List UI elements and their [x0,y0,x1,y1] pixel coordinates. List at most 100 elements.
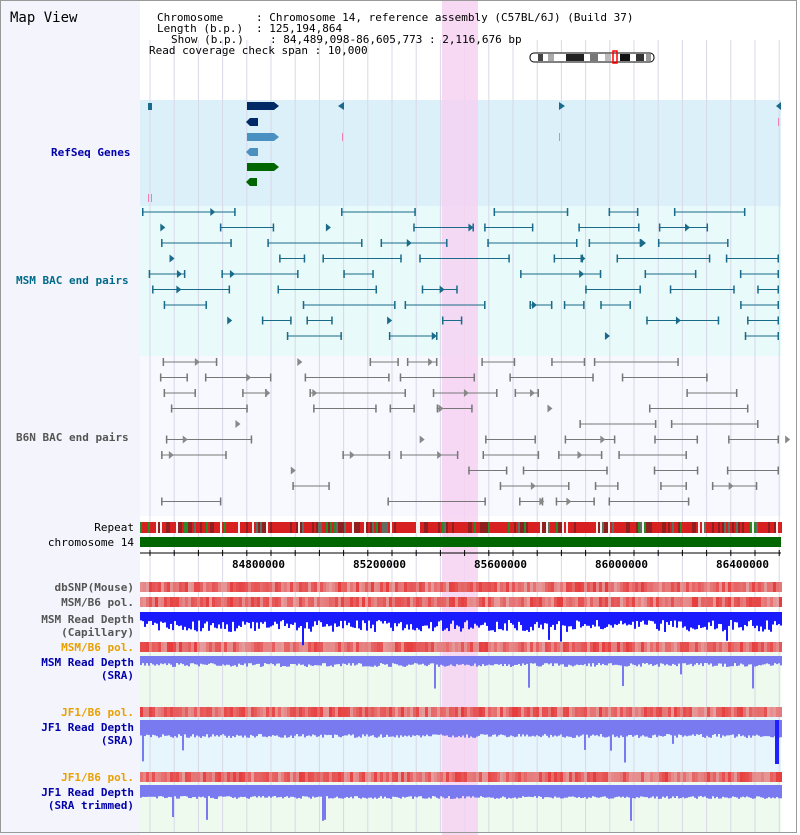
track-label-msm-depth-sra[interactable]: MSM Read Depth [41,656,134,669]
track-label-refseq[interactable]: RefSeq Genes [51,146,131,159]
track-label-jf1-b6-pol-1[interactable]: JF1/B6 pol. [61,706,134,719]
track-label-msm-depth-capillary[interactable]: MSM Read Depth [41,613,134,626]
bac-end-marker [530,482,536,490]
polymorphism-cell [431,707,434,717]
bac-end [484,301,486,309]
read-depth-bar [214,785,216,799]
polymorphism-cell [287,707,290,717]
read-depth-bar [756,656,758,667]
polymorphism-cell [419,642,422,652]
read-depth-bar [142,785,144,797]
read-depth-bar [286,720,288,738]
polymorphism-cell [617,642,620,652]
repeat-segment [748,522,750,533]
repeat-segment [284,522,286,533]
polymorphism-cell [725,707,728,717]
read-depth-bar [740,720,742,737]
polymorphism-cell [299,772,302,782]
read-depth-bar [596,720,598,736]
track-label-jf1-b6-pol-2[interactable]: JF1/B6 pol. [61,771,134,784]
repeat-segment [774,522,776,533]
track-label-msm-b6-pol-1[interactable]: MSM/B6 pol. [61,596,134,609]
polymorphism-cell [437,642,440,652]
polymorphism-cell [383,642,386,652]
polymorphism-cell [554,582,557,592]
polymorphism-cell [497,707,500,717]
polymorphism-cell [284,707,287,717]
polymorphism-cell [167,707,170,717]
track-label-msm-b6-pol-2[interactable]: MSM/B6 pol. [61,641,134,654]
repeat-segment [632,522,634,533]
read-depth-bar [320,720,322,735]
polymorphism-cell [524,707,527,717]
read-depth-bar [236,656,238,667]
polymorphism-cell [308,597,311,607]
bac-end [733,285,735,294]
track-label-jf1-depth-sra[interactable]: JF1 Read Depth [41,721,134,734]
read-depth-bar [284,785,286,797]
read-depth-bar [500,785,502,798]
polymorphism-cell [629,582,632,592]
bac-end [673,208,676,216]
repeat-segment [348,522,350,533]
track-label-repeat[interactable]: Repeat [94,521,134,534]
read-depth-bar [478,720,480,736]
read-depth-bar [176,785,178,799]
read-depth-bar [166,785,168,798]
polymorphism-cell [497,772,500,782]
read-depth-bar [608,720,610,737]
polymorphism-cell [155,772,158,782]
polymorphism-cell [629,772,632,782]
polymorphism-cell [278,582,281,592]
read-depth-bar [594,612,596,627]
read-depth-bar [212,612,214,624]
bac-end [246,404,248,413]
track-label-dbsnp[interactable]: dbSNP(Mouse) [54,581,134,594]
polymorphism-cell [758,597,761,607]
polymorphism-cell [731,642,734,652]
read-depth-bar [720,656,722,664]
track-label-jf1-depth-trimmed[interactable]: JF1 Read Depth [41,786,134,799]
polymorphism-cell [182,582,185,592]
read-depth-bar [210,612,212,626]
polymorphism-cell [725,642,728,652]
track-label-b6n-bac[interactable]: B6N BAC end pairs [16,431,129,444]
polymorphism-cell [467,642,470,652]
read-depth-bar [594,656,596,667]
polymorphism-cell [608,582,611,592]
polymorphism-cell [398,707,401,717]
polymorphism-cell [677,772,680,782]
polymorphism-cell [686,642,689,652]
polymorphism-cell [398,597,401,607]
repeat-segment [654,522,656,533]
read-depth-bar [758,656,760,666]
polymorphism-cell [299,597,302,607]
read-depth-bar [342,720,344,737]
polymorphism-cell [752,707,755,717]
polymorphism-cell [494,582,497,592]
track-label-msm-bac[interactable]: MSM BAC end pairs [16,274,129,287]
bac-end-marker [438,404,444,413]
read-depth-bar [462,612,464,629]
read-depth-bar [162,785,164,797]
polymorphism-cell [317,642,320,652]
polymorphism-cell [170,772,173,782]
repeat-segment [430,522,432,533]
polymorphism-cell [371,707,374,717]
read-depth-bar [564,785,566,798]
bac-end [583,358,586,366]
read-depth-bar [282,612,284,621]
read-depth-bar [478,785,480,798]
repeat-segment [340,522,342,533]
track-label-chromosome[interactable]: chromosome 14 [47,536,134,549]
repeat-segment [642,522,644,533]
read-depth-bar [528,656,530,688]
polymorphism-cell [272,642,275,652]
polymorphism-cell [650,597,653,607]
read-depth-bar [482,656,484,665]
polymorphism-cell [245,772,248,782]
repeat-segment [434,522,436,533]
bac-end-marker [431,332,437,340]
read-depth-bar [368,720,370,737]
